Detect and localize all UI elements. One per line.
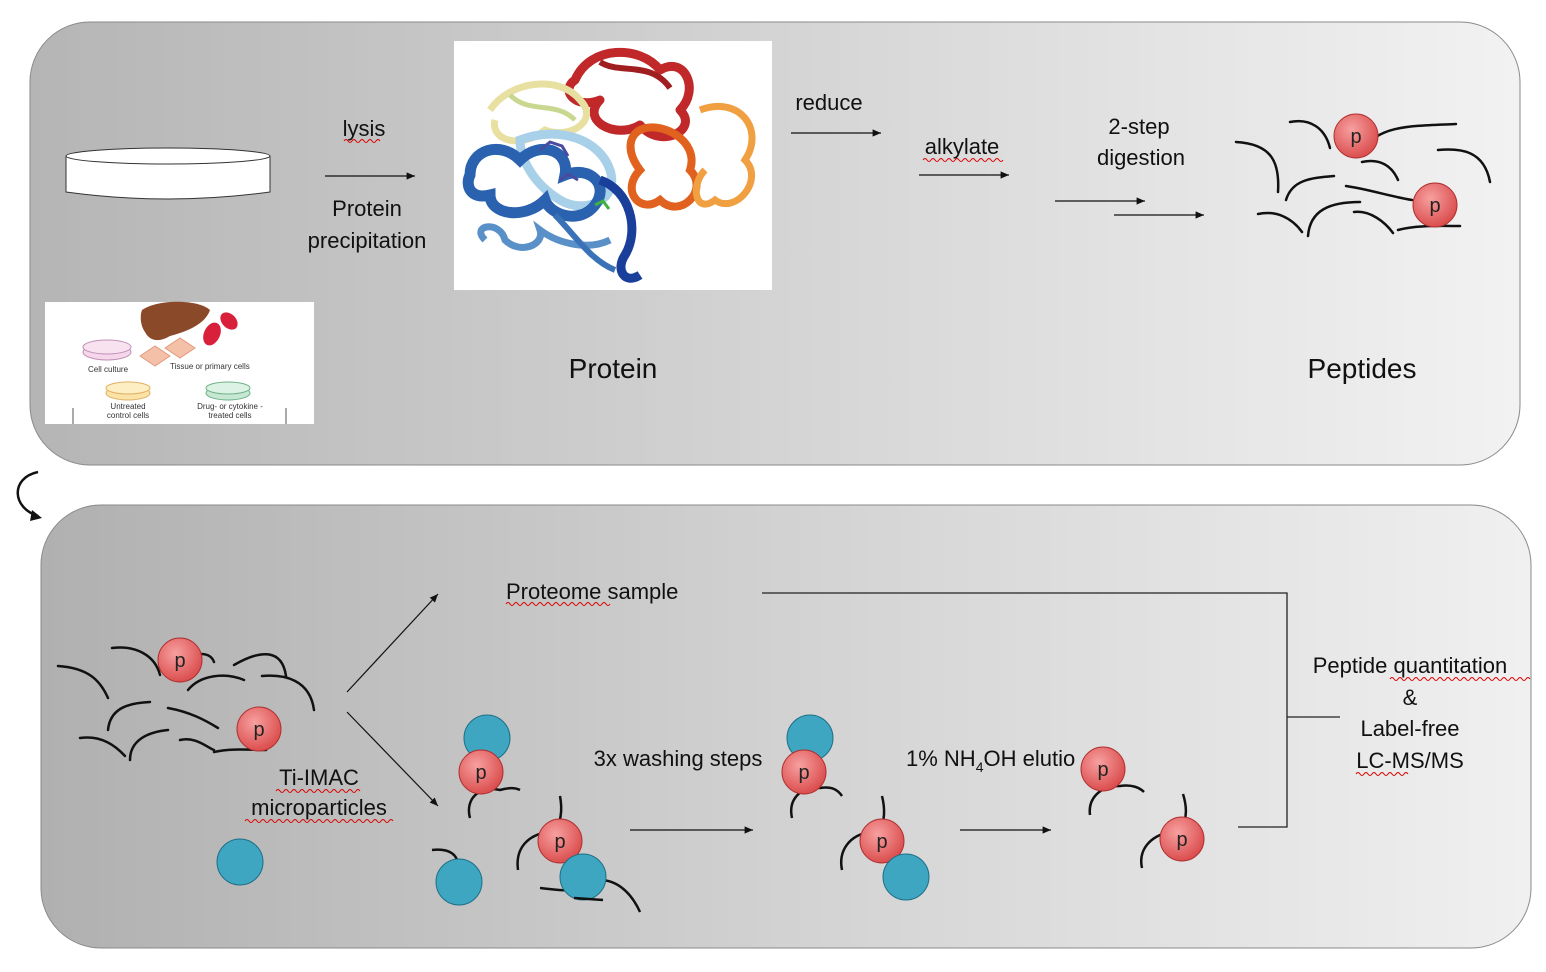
- blood-cell-icon: [203, 322, 221, 346]
- ti-imac-spellcheck: [275, 789, 361, 793]
- svg-text:p: p: [1429, 195, 1440, 217]
- lysis-label: lysis: [343, 116, 386, 141]
- svg-text:Untreated: Untreated: [110, 402, 145, 411]
- bound-peptide-group-2: p p: [781, 714, 930, 901]
- svg-text:control cells: control cells: [107, 411, 149, 420]
- lcms-spellcheck: [1355, 772, 1409, 776]
- petri-dish-icon: [65, 147, 271, 200]
- peptides-caption: Peptides: [1308, 353, 1417, 384]
- alkylate-label: alkylate: [925, 134, 1000, 159]
- svg-text:p: p: [174, 650, 185, 672]
- svg-text:p: p: [876, 831, 887, 853]
- proteome-spellcheck: [505, 602, 611, 606]
- svg-text:Cell culture: Cell culture: [88, 365, 129, 374]
- elution-label: 1% NH4OH elutio: [906, 746, 1075, 775]
- protein-precipitation-label-2: precipitation: [308, 228, 427, 253]
- svg-text:Tissue or primary cells: Tissue or primary cells: [170, 362, 250, 371]
- digestion-label-2: digestion: [1097, 145, 1185, 170]
- protein-caption: Protein: [569, 353, 658, 384]
- quantitation-label-2: &: [1403, 685, 1418, 710]
- proteome-connector-line: [762, 592, 1288, 828]
- digestion-label-1: 2-step: [1108, 114, 1169, 139]
- bound-peptide-group-1: p p: [431, 714, 642, 913]
- ti-imac-label-2: microparticles: [251, 795, 387, 820]
- sample-types-inset: Cell culture Tissue or primary cells Unt…: [45, 301, 314, 424]
- curved-arrow-icon: [16, 470, 39, 518]
- svg-text:p: p: [1097, 759, 1108, 781]
- phospho-site-top-2: p: [1412, 182, 1458, 228]
- microparticles-spellcheck: [244, 819, 394, 823]
- quantitation-label-3: Label-free: [1360, 716, 1459, 741]
- proteome-sample-label: Proteome sample: [506, 579, 678, 604]
- quantitation-label-4: LC-MS/MS: [1356, 748, 1464, 773]
- ti-imac-bead-icon: [216, 838, 264, 886]
- quantitation-label-1: Peptide quantitation: [1313, 653, 1508, 678]
- svg-text:p: p: [798, 762, 809, 784]
- quantitation-spellcheck: [1389, 677, 1531, 681]
- ti-imac-label-1: Ti-IMAC: [279, 765, 359, 790]
- reduce-label: reduce: [795, 90, 862, 115]
- top-panel: [29, 21, 1521, 466]
- split-arrow-up: [346, 593, 439, 693]
- tissue-icon: [139, 337, 196, 367]
- svg-text:p: p: [475, 762, 486, 784]
- split-arrow-down: [346, 711, 439, 807]
- svg-text:p: p: [1176, 829, 1187, 851]
- protein-structure-image: [454, 41, 772, 290]
- alkylate-spellcheck: [922, 158, 1004, 162]
- phospho-site-top-1: p: [1333, 113, 1379, 159]
- liver-icon: [140, 301, 210, 341]
- blood-cell-icon: [220, 312, 238, 330]
- svg-text:treated cells: treated cells: [208, 411, 251, 420]
- peptide-cluster-bottom: [56, 646, 316, 762]
- svg-text:p: p: [1350, 126, 1361, 148]
- phospho-site-bottom-2: p: [236, 706, 282, 752]
- lysis-spellcheck: [343, 139, 381, 143]
- phospho-site-bottom-1: p: [157, 637, 203, 683]
- svg-text:p: p: [554, 831, 565, 853]
- protein-precipitation-label-1: Protein: [332, 196, 402, 221]
- peptide-cluster-top: [1234, 119, 1492, 238]
- bottom-panel: [40, 504, 1532, 949]
- svg-text:Drug- or cytokine -: Drug- or cytokine -: [197, 402, 263, 411]
- washing-label: 3x washing steps: [594, 746, 763, 771]
- svg-text:p: p: [253, 719, 264, 741]
- eluted-peptides: p p: [1080, 746, 1205, 869]
